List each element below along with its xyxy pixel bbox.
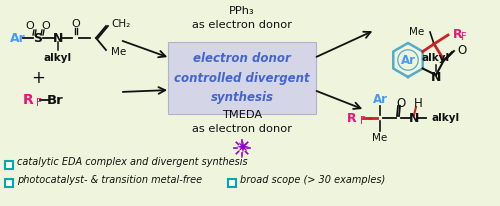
Text: O: O (42, 21, 50, 31)
Text: PPh₃
as electron donor: PPh₃ as electron donor (192, 6, 292, 30)
Text: Me: Me (372, 133, 388, 143)
Text: TMEDA
as electron donor: TMEDA as electron donor (192, 110, 292, 134)
Text: O: O (72, 19, 80, 29)
Text: F: F (461, 32, 466, 42)
Text: alkyl: alkyl (44, 53, 72, 63)
FancyBboxPatch shape (228, 179, 236, 187)
Text: N: N (409, 111, 419, 124)
Text: electron donor
controlled divergent
synthesis: electron donor controlled divergent synt… (174, 53, 310, 103)
Text: O: O (457, 43, 466, 56)
FancyBboxPatch shape (168, 42, 316, 114)
Text: alkyl: alkyl (422, 53, 450, 63)
Text: Me: Me (111, 47, 126, 57)
FancyBboxPatch shape (5, 179, 13, 187)
Text: alkyl: alkyl (432, 113, 460, 123)
Text: CH₂: CH₂ (111, 19, 130, 29)
FancyBboxPatch shape (5, 161, 13, 169)
Text: R: R (347, 111, 357, 124)
Text: Me: Me (409, 27, 424, 37)
Text: O: O (396, 96, 406, 110)
Text: ✷: ✷ (235, 139, 249, 157)
Text: R: R (453, 27, 462, 41)
Text: R: R (22, 93, 34, 107)
Text: photocatalyst- & transition metal-free: photocatalyst- & transition metal-free (17, 175, 202, 185)
Text: Ar: Ar (372, 92, 388, 105)
Text: S: S (34, 32, 42, 44)
Text: Br: Br (46, 94, 64, 107)
Text: H: H (414, 96, 422, 110)
Text: O: O (26, 21, 35, 31)
Text: Ar: Ar (400, 54, 415, 67)
Text: F: F (360, 116, 366, 126)
Text: F: F (36, 98, 42, 108)
Text: N: N (431, 70, 441, 83)
Text: N: N (53, 32, 63, 44)
Text: Ar: Ar (10, 32, 26, 44)
Text: catalytic EDA complex and divergent synthesis: catalytic EDA complex and divergent synt… (17, 157, 247, 167)
Text: broad scope (> 30 examples): broad scope (> 30 examples) (240, 175, 385, 185)
Text: +: + (31, 69, 45, 87)
